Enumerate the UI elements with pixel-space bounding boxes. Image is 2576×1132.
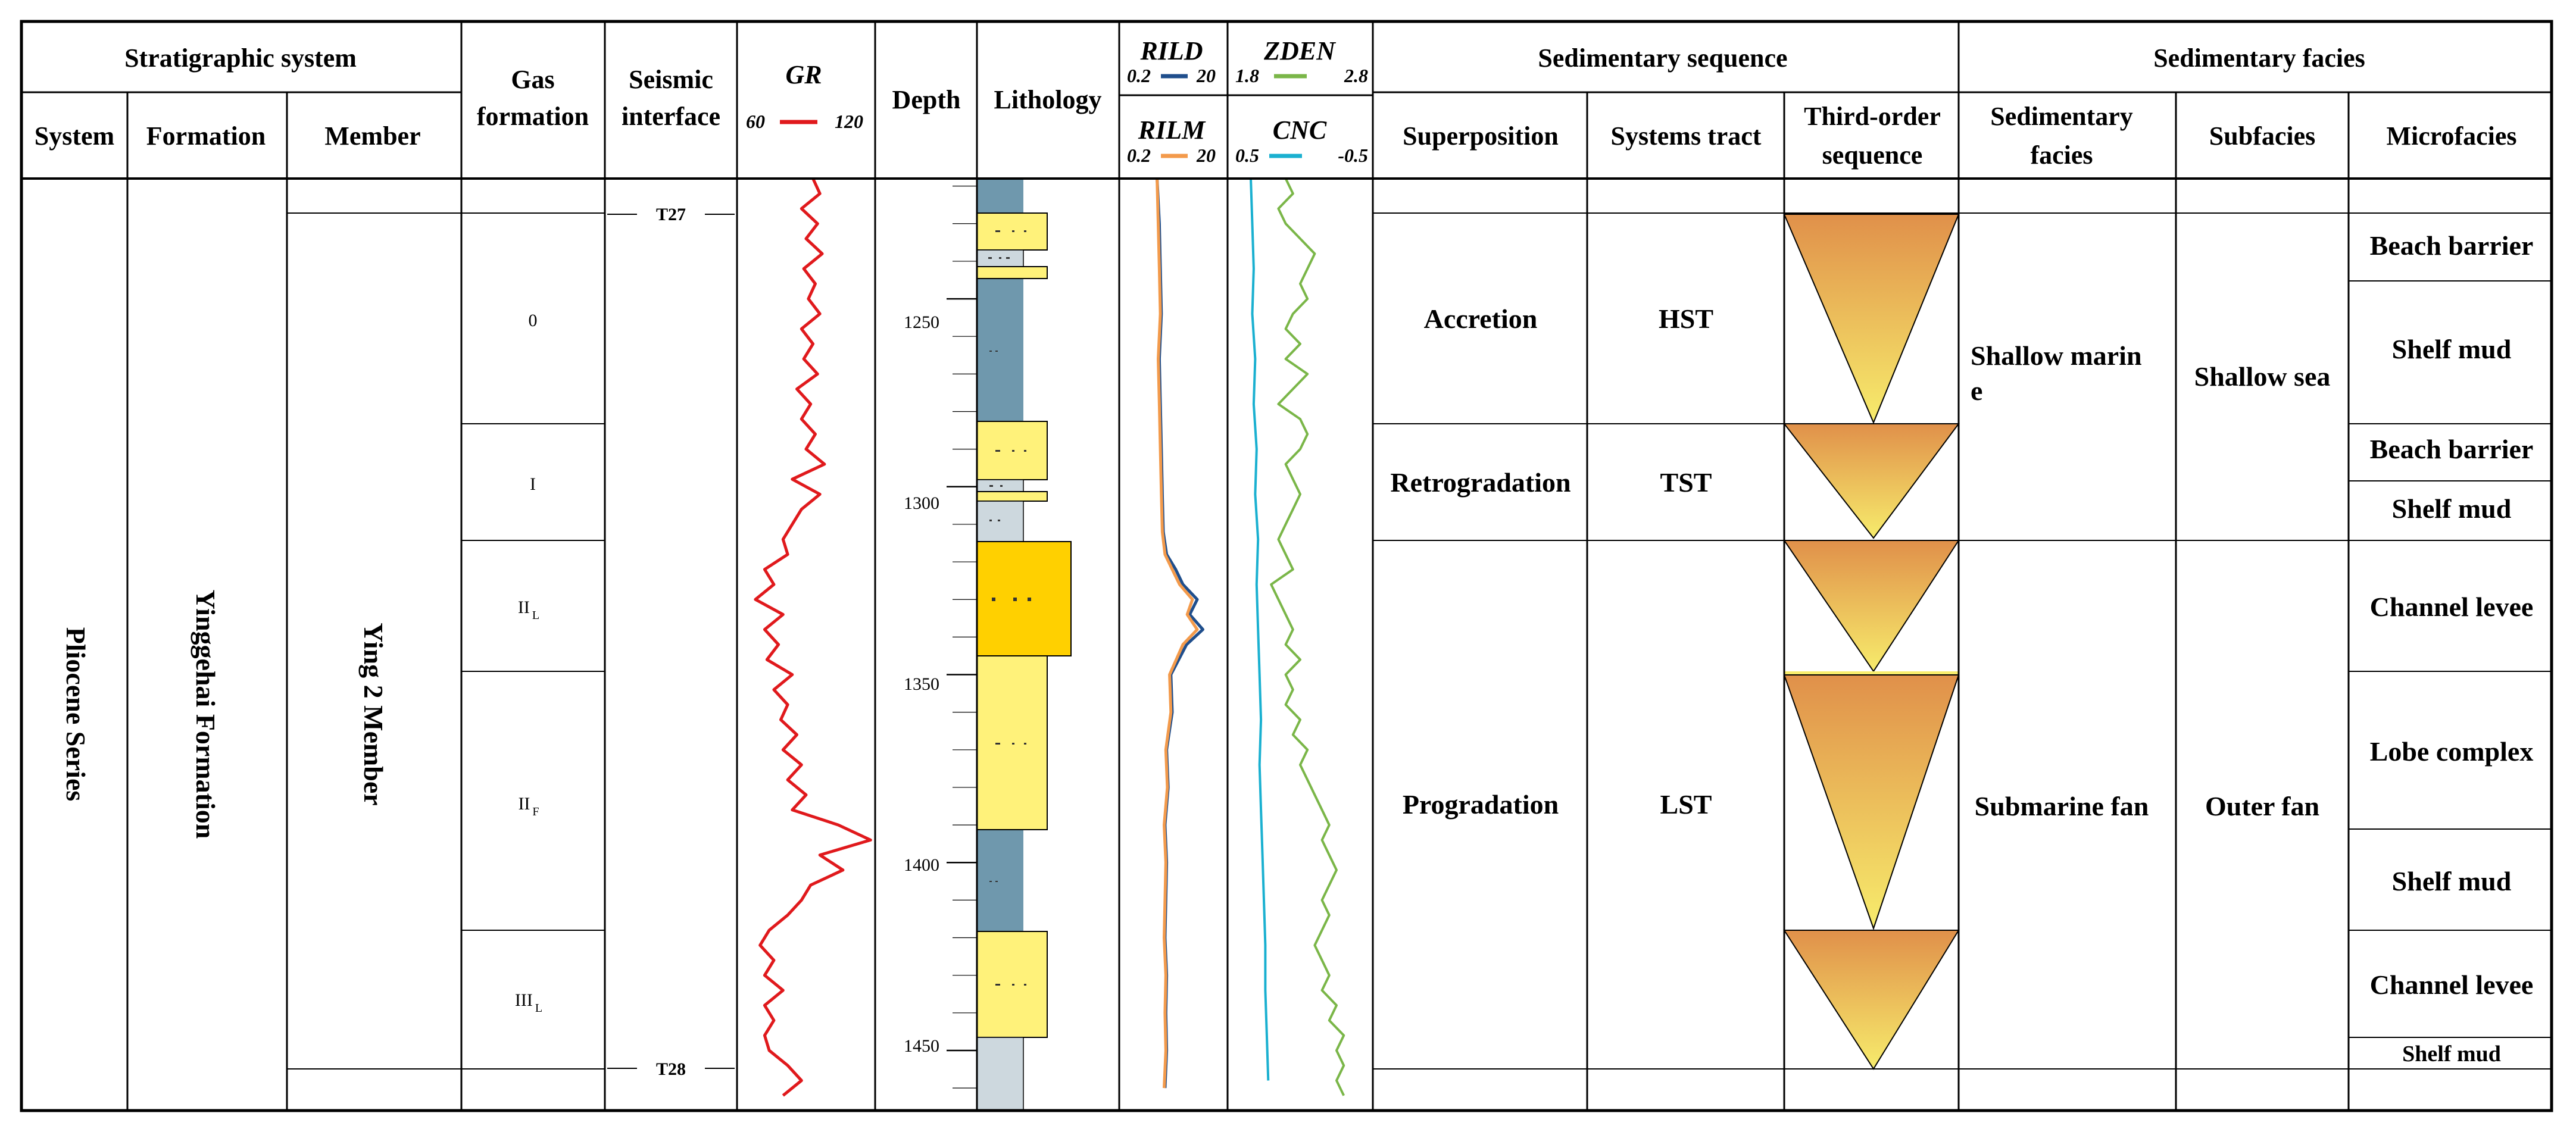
header-member: Member: [324, 121, 420, 151]
gas-zone-4: III L: [515, 990, 542, 1015]
header-depth: Depth: [892, 85, 961, 114]
sequence-triangle-5: [1783, 930, 1960, 1070]
sequence-triangle-2: [1782, 423, 1960, 539]
lithology-column: [976, 179, 1072, 1111]
cnc-curve: [1250, 178, 1270, 1081]
seismic-t28-label: T28: [656, 1059, 686, 1079]
header-cnc: CNC: [1273, 115, 1327, 145]
table-grid: [20, 20, 2553, 1112]
sequence-boundary-band: [1784, 671, 1959, 675]
microfacies-5: Channel levee: [2370, 592, 2534, 622]
gas-zone-0: 0: [529, 311, 538, 330]
header-microfacies: Microfacies: [2386, 121, 2516, 151]
header-gas-formation-2: formation: [477, 102, 589, 131]
facies-submarine-fan: Submarine fan: [1975, 791, 2149, 821]
header-formation: Formation: [146, 121, 266, 151]
log-curves: [754, 177, 1345, 1097]
gas-zone-2: II L: [518, 598, 539, 622]
cnc-scale-max: -0.5: [1338, 145, 1368, 166]
cnc-scale-min: 0.5: [1235, 145, 1259, 166]
depth-label-1400: 1400: [904, 855, 939, 875]
depth-scale: [947, 186, 977, 1089]
header-third-order-2: sequence: [1822, 140, 1923, 170]
subfacies-outer-fan: Outer fan: [2205, 791, 2319, 821]
header-system: System: [35, 121, 114, 151]
header-seismic-1: Seismic: [629, 65, 713, 94]
sequence-triangle-3: [1783, 540, 1960, 673]
microfacies-7: Shelf mud: [2392, 866, 2512, 896]
header-third-order-1: Third-order: [1804, 102, 1941, 131]
superposition-progradation: Progradation: [1403, 789, 1559, 820]
third-order-triangles: [1782, 214, 1960, 1070]
header-sed-facies-2: facies: [2030, 140, 2093, 170]
sequence-triangle-4: [1783, 674, 1960, 931]
rild-scale-min: 0.2: [1127, 65, 1151, 86]
gr-curve: [754, 177, 872, 1097]
depth-label-1450: 1450: [904, 1036, 939, 1056]
zden-scale-max: 2.8: [1344, 65, 1368, 86]
header-gr: GR: [785, 60, 822, 89]
rilm-curve: [1156, 178, 1199, 1089]
systems-tract-lst: LST: [1660, 789, 1712, 820]
rilm-scale-min: 0.2: [1127, 145, 1151, 166]
lithology-texture-dots: [988, 230, 1031, 986]
formation-label: Yinggehai Formation: [191, 590, 221, 839]
superposition-retrogradation: Retrogradation: [1390, 467, 1570, 498]
rild-scale-max: 20: [1196, 65, 1216, 86]
microfacies-4: Shelf mud: [2392, 493, 2512, 524]
header-lithology: Lithology: [994, 85, 1102, 114]
seismic-t27-label: T27: [656, 205, 686, 224]
microfacies-8: Channel levee: [2370, 970, 2534, 1000]
table-outer-border: [20, 20, 2553, 1112]
microfacies-2: Shelf mud: [2392, 334, 2512, 364]
header-rild: RILD: [1139, 36, 1203, 65]
header-superposition: Superposition: [1403, 121, 1559, 151]
zden-curve: [1270, 178, 1345, 1096]
lithology-sand-2: [976, 266, 1048, 279]
gr-scale-min: 60: [746, 111, 765, 132]
header-sedimentary-sequence: Sedimentary sequence: [1538, 43, 1787, 73]
facies-shallow-marine-2: e: [1971, 376, 1982, 406]
microfacies-3: Beach barrier: [2370, 434, 2534, 464]
depth-label-1300: 1300: [904, 493, 939, 513]
gr-scale-max: 120: [835, 111, 863, 132]
lithology-sand-dark: [976, 541, 1072, 656]
header-sedimentary-facies: Sedimentary facies: [2153, 43, 2365, 73]
zden-scale-min: 1.8: [1235, 65, 1259, 86]
systems-tract-tst: TST: [1660, 467, 1712, 498]
header-seismic-2: interface: [622, 102, 720, 131]
sequence-triangle-1: [1783, 214, 1960, 424]
header-gas-formation-1: Gas: [511, 65, 554, 94]
depth-label-1250: 1250: [904, 312, 939, 332]
lithology-sand-1: [976, 212, 1048, 251]
system-label: Pliocene Series: [61, 627, 91, 802]
rilm-scale-max: 20: [1196, 145, 1216, 166]
member-label: Ying 2 Member: [358, 623, 389, 805]
gas-zone-3: II F: [518, 794, 539, 818]
facies-shallow-marine-1: Shallow marin: [1971, 340, 2142, 371]
gas-zone-1: I: [530, 474, 536, 494]
subfacies-shallow-sea: Shallow sea: [2194, 361, 2331, 392]
lithology-silt-4: [976, 1037, 1024, 1111]
header-stratigraphic-system: Stratigraphic system: [124, 43, 357, 73]
microfacies-6: Lobe complex: [2370, 736, 2534, 767]
superposition-accretion: Accretion: [1424, 304, 1538, 334]
header-rilm: RILM: [1138, 115, 1206, 145]
header-sed-facies-1: Sedimentary: [1990, 102, 2133, 131]
depth-label-1350: 1350: [904, 674, 939, 694]
header-zden: ZDEN: [1263, 36, 1337, 65]
header-systems-tract: Systems tract: [1611, 121, 1762, 151]
microfacies-1: Beach barrier: [2370, 230, 2534, 261]
systems-tract-hst: HST: [1659, 304, 1713, 334]
header-subfacies: Subfacies: [2209, 121, 2315, 151]
lithology-sand-4: [976, 491, 1048, 502]
microfacies-9: Shelf mud: [2402, 1042, 2501, 1067]
